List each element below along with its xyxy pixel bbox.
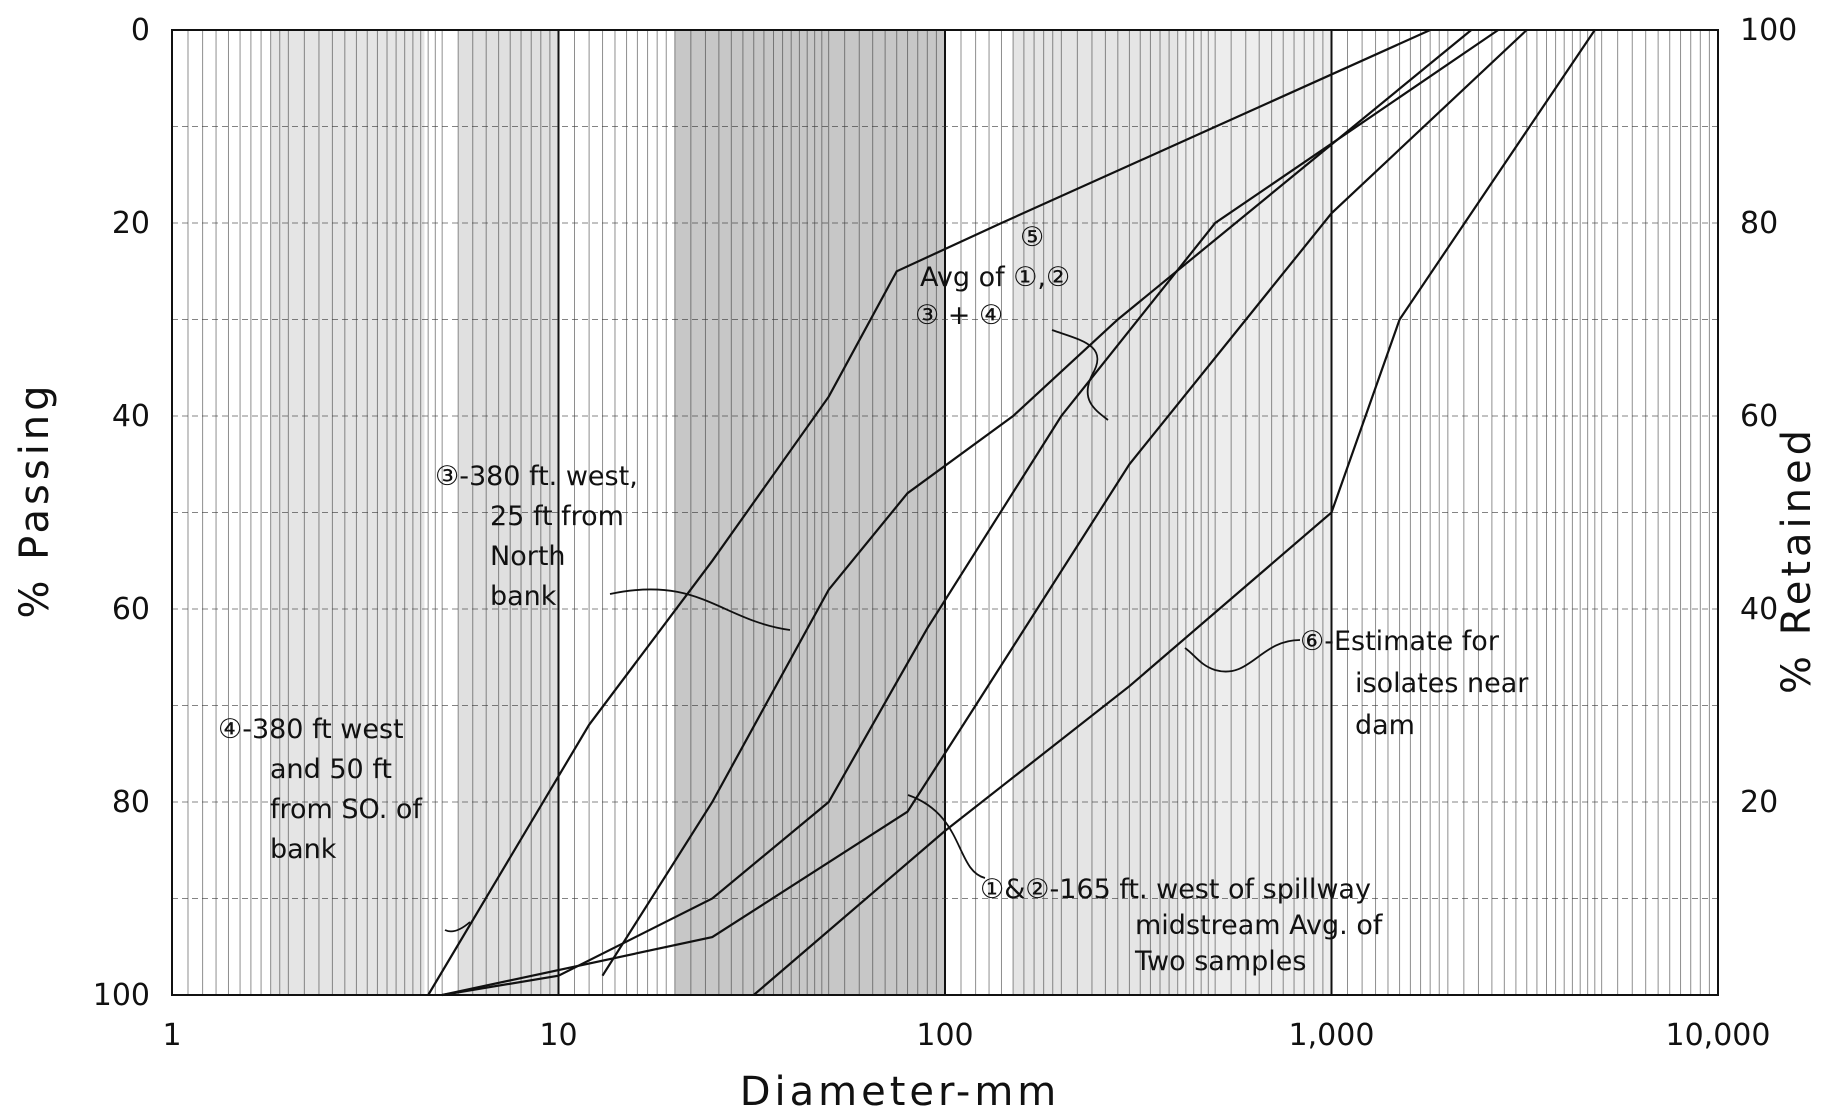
annotation-4-line: and 50 ft — [270, 754, 392, 785]
annotation-6-line: dam — [1355, 710, 1415, 741]
annotation-3-line: 25 ft from — [490, 501, 624, 532]
leader-12 — [907, 794, 986, 879]
y2-tick-label: 60 — [1740, 399, 1778, 434]
y-tick-label: 40 — [112, 399, 150, 434]
curve-3 — [442, 29, 1499, 997]
annotation-4-line: ④-380 ft west — [218, 714, 404, 745]
y-tick-label: 100 — [93, 978, 150, 1013]
annotation-6-line: ⑥-Estimate for — [1300, 626, 1500, 657]
annotation-6-line: isolates near — [1355, 668, 1529, 699]
y2-tick-label: 20 — [1740, 785, 1778, 820]
curve-5 — [752, 29, 1596, 996]
x-tick-label: 1 — [162, 1018, 181, 1053]
x-tick-label: 100 — [916, 1018, 973, 1053]
curve-4 — [441, 29, 1528, 997]
annotation-12-line: ①&②-165 ft. west of spillway — [980, 874, 1371, 905]
annotation-4: ④-380 ft west and 50 ft from SO. of bank — [218, 714, 431, 865]
y-tick-label: 0 — [131, 13, 150, 48]
annotation-3-line: ③-380 ft. west, — [435, 461, 638, 492]
x-tick-label: 1,000 — [1289, 1018, 1375, 1053]
annotation-3-line: bank — [490, 581, 557, 612]
y-tick-labels: 0 20 40 60 80 100 — [93, 13, 150, 1013]
curve-2 — [601, 29, 1472, 977]
annotation-12-line: Two samples — [1134, 946, 1306, 977]
y-tick-label: 60 — [112, 592, 150, 627]
annotation-leaders — [444, 329, 1301, 933]
y-tick-label: 20 — [112, 206, 150, 241]
y2-axis-label: % Retained — [1774, 426, 1820, 694]
annotation-4-line: from SO. of — [270, 794, 423, 825]
shaded-band — [674, 30, 945, 995]
y-axis-label: % Passing — [12, 381, 58, 618]
annotation-5-line: Avg of ①,② — [920, 262, 1070, 293]
leader-4 — [444, 921, 471, 933]
leader-6 — [1184, 639, 1301, 673]
leader-5 — [1051, 329, 1109, 421]
annotation-5: ⑤ Avg of ①,② ③ + ④ — [915, 222, 1079, 331]
annotation-3-line: North — [490, 541, 566, 572]
annotations: ④-380 ft west and 50 ft from SO. of bank… — [218, 222, 1537, 977]
x-tick-label: 10 — [539, 1018, 577, 1053]
y-tick-label: 80 — [112, 785, 150, 820]
curve-1 — [427, 28, 1431, 996]
annotation-6: ⑥-Estimate for isolates near dam — [1300, 626, 1537, 741]
x-tick-label: 10,000 — [1666, 1018, 1771, 1053]
y2-tick-labels: 100 80 60 40 20 — [1740, 13, 1797, 820]
plot-frame — [171, 29, 1719, 996]
y2-tick-label: 100 — [1740, 13, 1797, 48]
gradation-curves — [427, 28, 1596, 997]
leader-3 — [609, 588, 791, 631]
x-axis-label: Diameter-mm — [740, 1069, 1061, 1115]
x-tick-labels: 1 10 100 1,000 10,000 — [162, 1018, 1770, 1053]
grid-lines — [171, 29, 1718, 996]
annotation-12: ①&②-165 ft. west of spillway midstream A… — [980, 874, 1391, 977]
annotation-5-line: ⑤ — [1020, 222, 1044, 253]
annotation-12-line: midstream Avg. of — [1135, 910, 1384, 941]
annotation-4-line: bank — [270, 834, 337, 865]
annotation-5-line: ③ + ④ — [915, 300, 1003, 331]
y2-tick-label: 40 — [1740, 592, 1778, 627]
y2-tick-label: 80 — [1740, 206, 1778, 241]
annotation-3: ③-380 ft. west, 25 ft from North bank — [435, 461, 646, 612]
